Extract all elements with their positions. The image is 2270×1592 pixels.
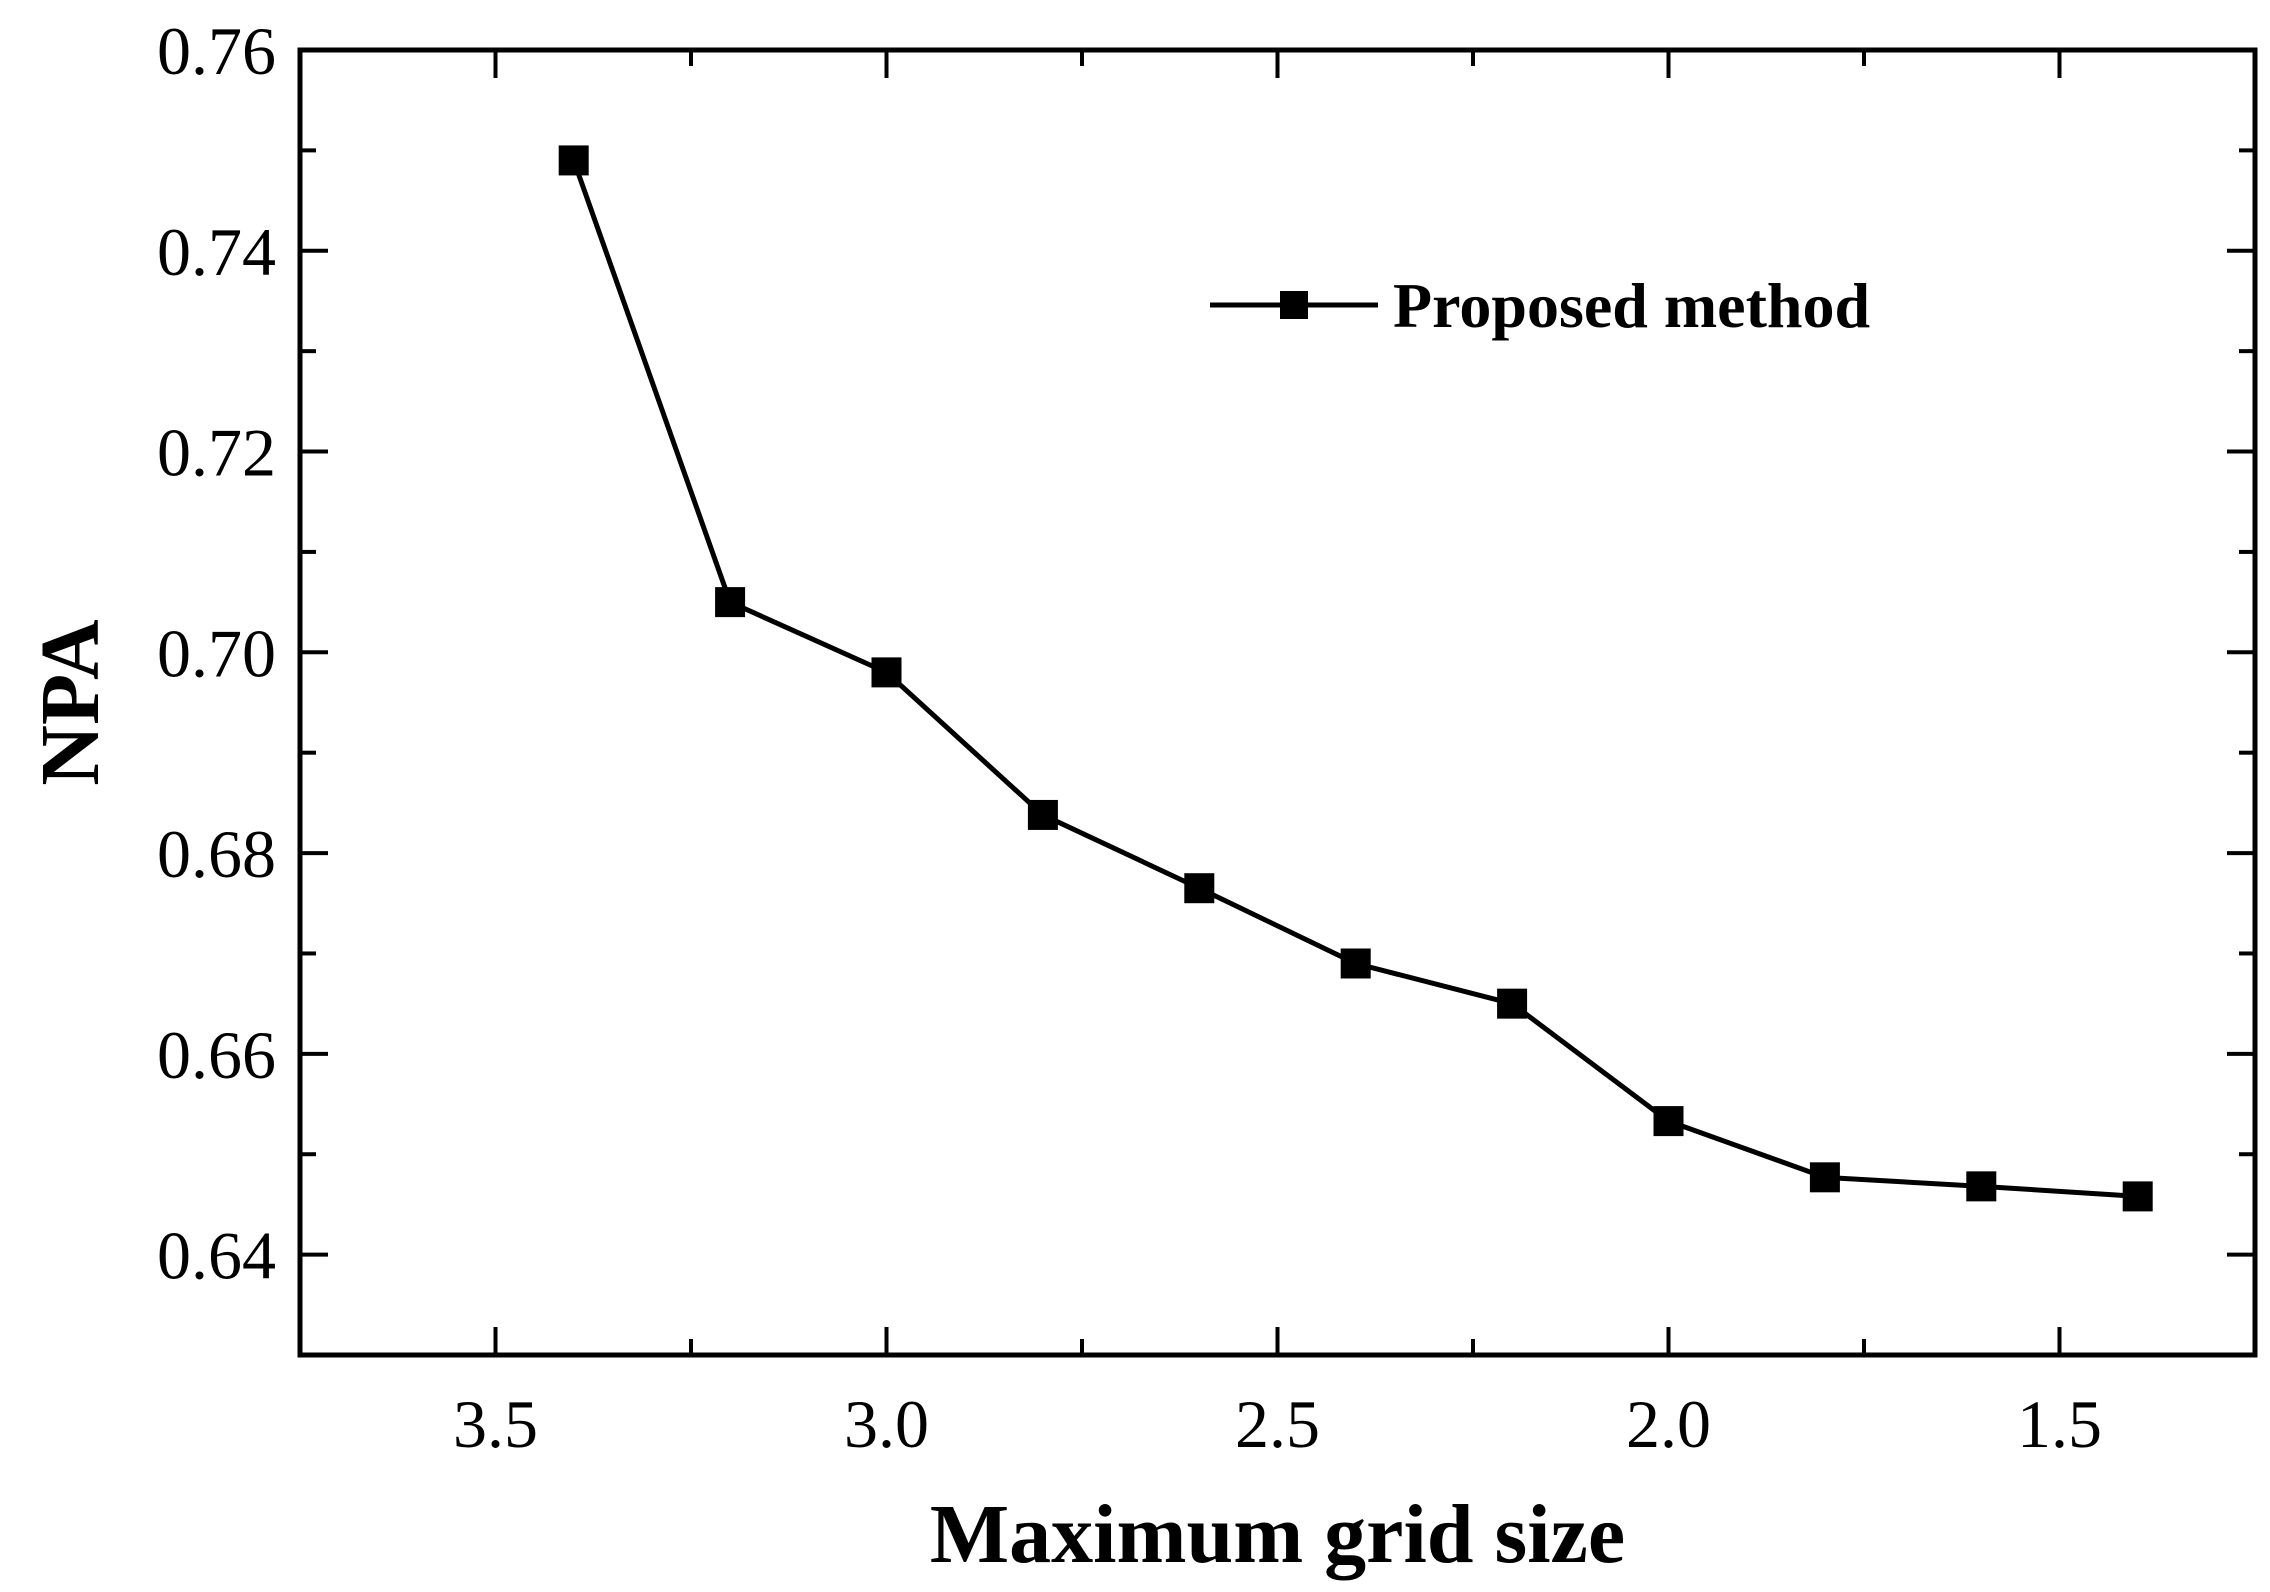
data-point-marker — [2122, 1181, 2153, 1212]
y-tick-label: 0.66 — [157, 1017, 276, 1093]
data-point-marker — [1653, 1106, 1684, 1137]
y-tick-label: 0.74 — [157, 214, 276, 290]
data-point-marker — [871, 657, 902, 688]
legend: Proposed method — [1210, 270, 1870, 341]
x-tick-label: 1.5 — [2017, 1386, 2102, 1462]
x-tick-label: 3.0 — [844, 1386, 929, 1462]
legend-marker-square — [1280, 291, 1308, 319]
data-series — [558, 145, 2153, 1212]
axis-tick-labels: 0.64 0.66 0.68 0.70 0.72 0.74 0.76 3.5 3.0 2.5 2.0… — [157, 13, 2102, 1462]
data-point-marker — [1809, 1162, 1840, 1193]
x-tick-label: 2.0 — [1626, 1386, 1711, 1462]
y-tick-label: 0.68 — [157, 816, 276, 892]
y-tick-label: 0.70 — [157, 615, 276, 691]
axis-ticks — [300, 48, 2255, 1357]
y-tick-label: 0.76 — [157, 13, 276, 89]
data-point-marker — [1184, 873, 1215, 904]
y-tick-label: 0.64 — [157, 1218, 276, 1294]
data-point-marker — [1966, 1171, 1997, 1202]
x-tick-label: 3.5 — [453, 1386, 538, 1462]
legend-label: Proposed method — [1393, 270, 1870, 341]
y-axis-title: NPA — [24, 619, 117, 786]
data-point-marker — [1497, 988, 1528, 1019]
x-tick-label: 2.5 — [1235, 1386, 1320, 1462]
data-point-marker — [558, 145, 589, 176]
y-tick-label: 0.72 — [157, 415, 276, 491]
plot-frame — [297, 47, 2258, 1358]
series-line — [571, 159, 2138, 1199]
x-axis-title: Maximum grid size — [930, 1488, 1625, 1581]
data-point-marker — [1340, 948, 1371, 979]
data-point-marker — [1027, 799, 1058, 830]
data-point-marker — [715, 587, 746, 618]
